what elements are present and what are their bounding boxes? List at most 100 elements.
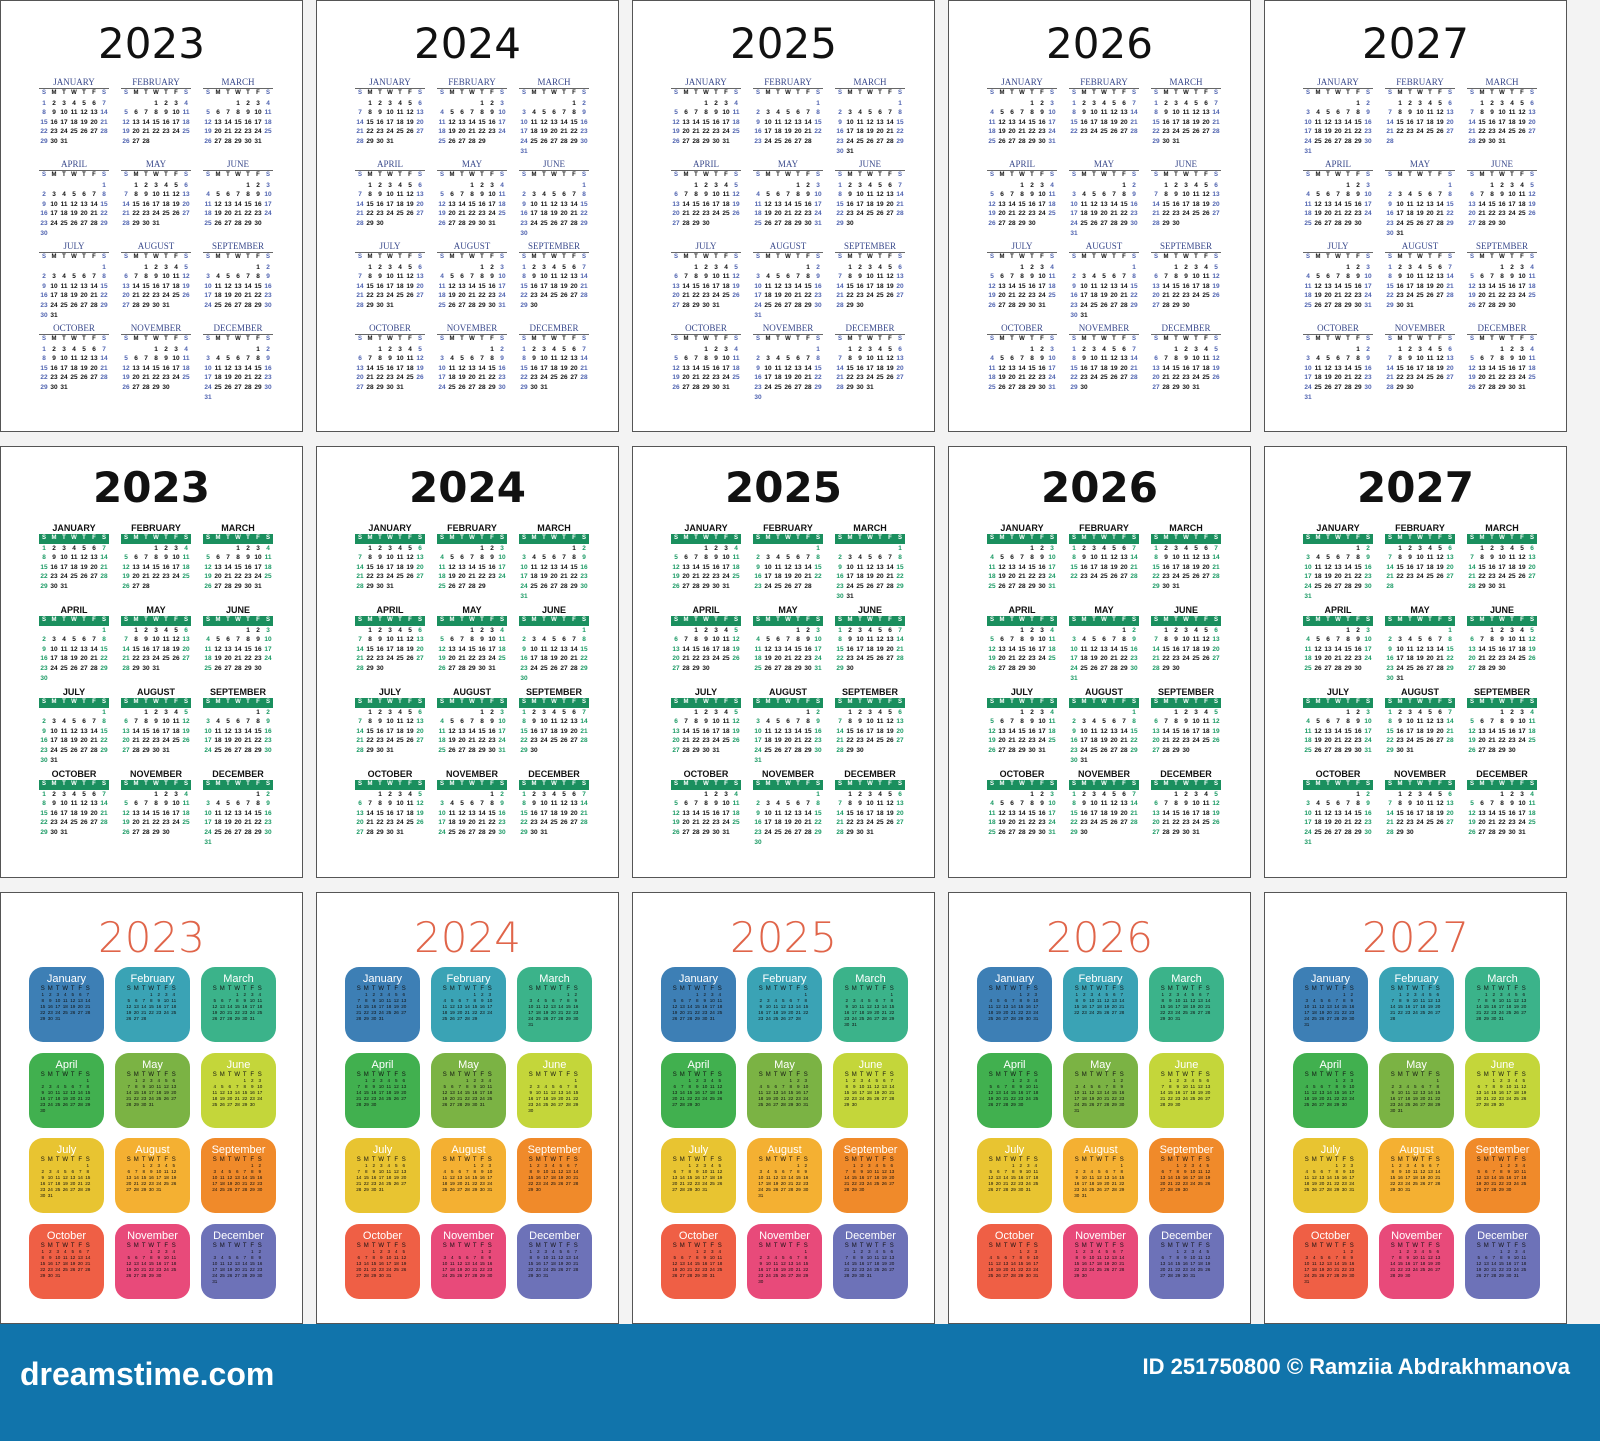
day-cell: 25 xyxy=(448,828,456,836)
day-cell: 20 xyxy=(224,655,232,663)
day-cell: 4 xyxy=(532,554,536,562)
day-cell: 26 xyxy=(1468,383,1476,391)
day-cell: 16 xyxy=(1406,118,1414,126)
day-cell: 6 xyxy=(1154,355,1158,363)
day-cell: 28 xyxy=(580,737,588,745)
day-cell: 11 xyxy=(856,563,864,571)
weekday-label: T xyxy=(1092,336,1096,342)
day-cell: 13 xyxy=(1446,554,1454,562)
day-cell: 24 xyxy=(814,210,822,218)
weekday-label: S xyxy=(415,780,425,790)
day-cell: 30 xyxy=(40,229,48,237)
day-cell: 21 xyxy=(794,292,802,300)
day-cell: 24 xyxy=(1364,655,1372,663)
day-cell: 22 xyxy=(1396,128,1404,136)
day-grid: S M T W T F S 1 2 3 4 5 6 7 8 9 10 11 12 13 14 15 16 17 18 19 20 21… xyxy=(121,335,191,393)
day-cell: 28 xyxy=(1212,573,1220,581)
day-cell: 23 xyxy=(580,573,588,581)
empty-cell xyxy=(681,790,691,800)
day-cell: 13 xyxy=(1008,118,1016,126)
day-cell: 7 xyxy=(1438,191,1442,199)
day-cell: 10 xyxy=(1518,355,1526,363)
month-december: DECEMBER S M T W T F S 1 2 3 4 5 6 7 8 9 10 11 12 13 14 15 16 17… xyxy=(1151,769,1221,838)
month-name: NOVEMBER xyxy=(753,323,823,335)
day-cell: 20 xyxy=(224,210,232,218)
day-cell: 28 xyxy=(1446,292,1454,300)
day-cell: 7 xyxy=(1020,355,1024,363)
day-cell: 6 xyxy=(358,800,362,808)
day-cell: 16 xyxy=(1498,200,1506,208)
day-cell: 26 xyxy=(1110,374,1118,382)
day-cell: 16 xyxy=(856,809,864,817)
empty-cell xyxy=(549,99,559,109)
day-cell: 2 xyxy=(164,790,168,798)
day-cell: 3 xyxy=(1194,345,1198,353)
day-cell: 6 xyxy=(82,273,86,281)
day-cell: 4 xyxy=(1510,544,1514,552)
day-cell: 29 xyxy=(100,301,108,309)
day-cell: 23 xyxy=(478,210,486,218)
day-cell: 18 xyxy=(876,809,884,817)
day-cell: 23 xyxy=(1508,292,1516,300)
day-cell: 17 xyxy=(1364,727,1372,735)
day-cell: 7 xyxy=(694,109,698,117)
day-cell: 6 xyxy=(92,544,96,552)
day-cell: 5 xyxy=(888,263,892,271)
day-cell: 21 xyxy=(804,819,812,827)
weekday-label: T xyxy=(1487,616,1497,626)
day-cell: 11 xyxy=(876,355,884,363)
day-cell: 3 xyxy=(62,99,66,107)
empty-cell xyxy=(671,626,681,636)
month-august: AUGUST S M T W T F S 1 2 3 4 5 6 7 8 9 10 11 12 13 14 15 16 17 18… xyxy=(1069,241,1139,320)
empty-cell xyxy=(1119,263,1129,273)
day-cell: 13 xyxy=(570,800,578,808)
day-cell: 17 xyxy=(1416,563,1424,571)
day-cell: 18 xyxy=(438,573,446,581)
weekday-label: S xyxy=(1131,172,1136,178)
day-cell: 16 xyxy=(142,200,150,208)
day-cell: 31 xyxy=(1304,592,1312,600)
day-cell: 2 xyxy=(704,263,708,271)
weekday-label: T xyxy=(1171,698,1181,708)
weekday-label: S xyxy=(519,698,529,708)
day-cell: 5 xyxy=(460,800,464,808)
day-cell: 1 xyxy=(378,790,382,798)
weekday-label: T xyxy=(711,698,721,708)
day-cell: 21 xyxy=(1212,563,1220,571)
day-cell: 26 xyxy=(1090,664,1098,672)
day-grid: S M T W T F S 1 2 3 4 5 6 7 8 9 10 11 12 13 14 15 16 17 18 19 20 21… xyxy=(1069,616,1139,683)
day-cell: 13 xyxy=(1110,727,1118,735)
day-cell: 28 xyxy=(478,383,486,391)
day-cell: 24 xyxy=(1070,219,1078,227)
day-cell: 14 xyxy=(356,727,364,735)
day-grid: S M T W T F S 1 2 3 4 5 6 7 8 9 10 11 12 13 14 15 16 17 18 19 20 21… xyxy=(671,616,741,674)
day-cell: 5 xyxy=(82,544,86,552)
day-cell: 10 xyxy=(814,636,822,644)
day-cell: 8 xyxy=(806,718,810,726)
day-cell: 7 xyxy=(572,191,576,199)
day-cell: 6 xyxy=(1448,544,1452,552)
day-cell: 6 xyxy=(796,109,800,117)
day-cell: 7 xyxy=(684,718,688,726)
day-grid: S M T W T F S 1 2 3 4 5 6 7 8 9 10 11 12 13 14 15 16 17 18 19 20 21… xyxy=(437,616,507,674)
day-cell: 1 xyxy=(1132,263,1136,271)
day-cell: 21 xyxy=(478,374,486,382)
day-cell: 7 xyxy=(92,718,96,726)
day-cell: 3 xyxy=(1520,345,1524,353)
day-cell: 17 xyxy=(1518,282,1526,290)
month-name: JULY xyxy=(39,241,109,253)
empty-cell xyxy=(203,181,213,191)
day-cell: 19 xyxy=(1192,118,1200,126)
day-cell: 15 xyxy=(846,282,854,290)
empty-cell xyxy=(753,790,763,800)
weekday-label: M xyxy=(997,780,1007,790)
day-cell: 28 xyxy=(1162,746,1170,754)
day-cell: 9 xyxy=(266,718,270,726)
calendar-2026-style-2: 2026 JANUARY S M T W T F S 1 2 3 4 5 6 7 8 9 10 11 12 13 14 15 1… xyxy=(948,446,1251,878)
weekday-label: T xyxy=(559,780,569,790)
day-cell: 17 xyxy=(712,727,720,735)
month-july: JULY S M T W T F S 1 2 3 4 5 6 7 8 9 10 11 12 13 14 15 16 17 18 19… xyxy=(671,241,741,311)
day-cell: 20 xyxy=(234,819,242,827)
month-name: JANUARY xyxy=(368,523,412,533)
day-cell: 24 xyxy=(1038,292,1046,300)
